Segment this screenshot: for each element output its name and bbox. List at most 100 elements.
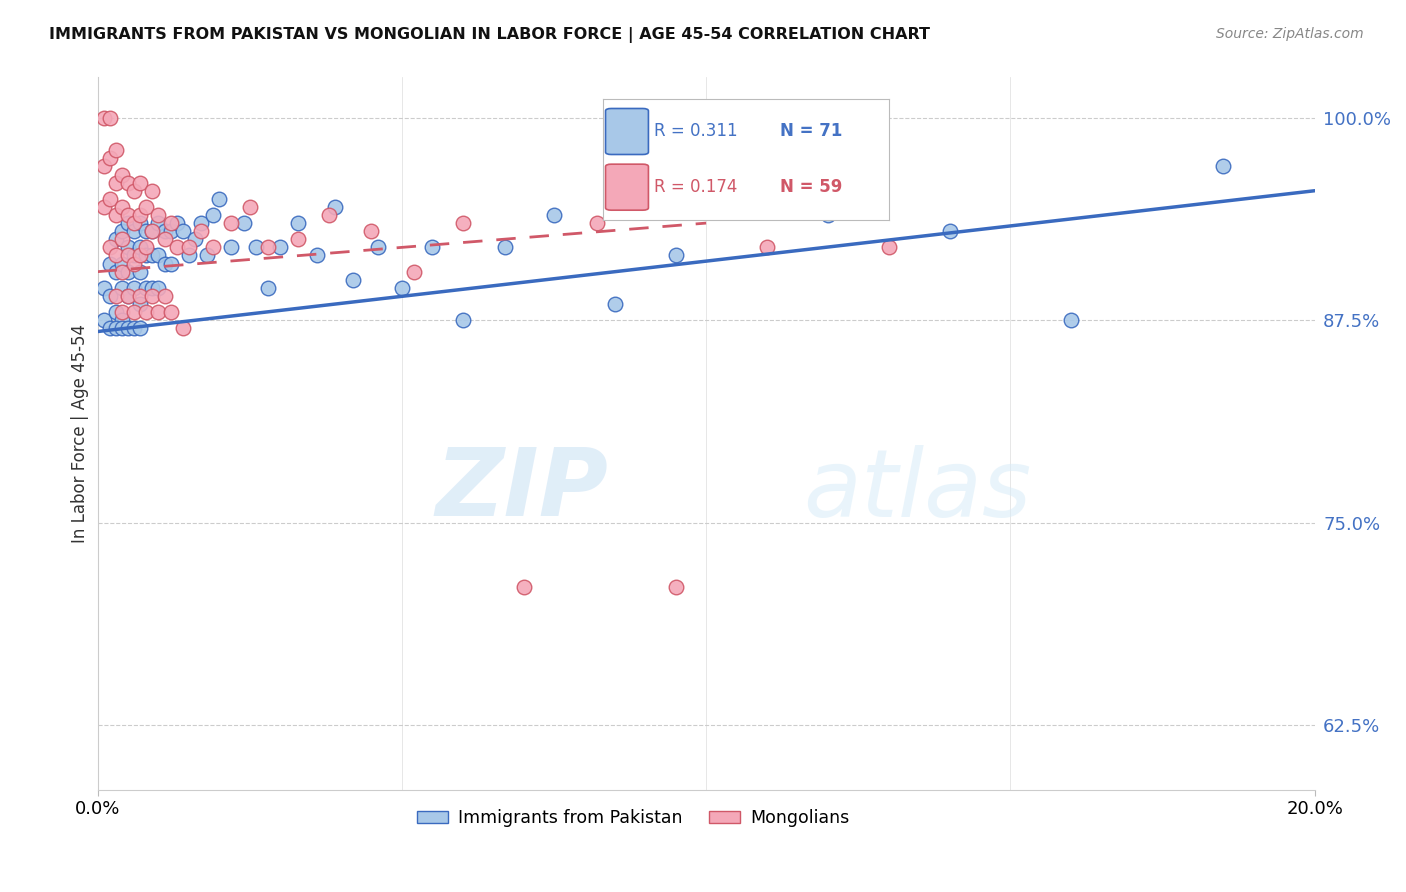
Point [153,289,176,303]
Point [195,248,218,262]
Point [141,224,163,238]
Point [129,265,152,279]
Point [98,152,121,166]
Text: IMMIGRANTS FROM PAKISTAN VS MONGOLIAN IN LABOR FORCE | AGE 45-54 CORRELATION CHA: IMMIGRANTS FROM PAKISTAN VS MONGOLIAN IN… [49,27,931,43]
Point [159,256,181,270]
Point [93,313,115,327]
Point [104,232,127,246]
Point [159,305,181,319]
Point [98,321,121,335]
Point [98,289,121,303]
Point [420,240,443,254]
Point [190,224,212,238]
Point [342,273,364,287]
Point [117,248,139,262]
Point [153,232,176,246]
Point [111,232,134,246]
Point [153,224,176,238]
Point [111,265,134,279]
Point [159,224,181,238]
Point [141,281,163,295]
Point [98,256,121,270]
Point [93,200,115,214]
Point [98,192,121,206]
Point [117,176,139,190]
Point [817,208,839,222]
Point [148,281,170,295]
Point [208,192,231,206]
Point [122,216,145,230]
Point [129,289,152,303]
Point [269,240,291,254]
Point [135,248,157,262]
Point [665,248,688,262]
Text: ZIP: ZIP [436,444,609,536]
Point [122,248,145,262]
Point [98,240,121,254]
Point [104,305,127,319]
Point [257,240,280,254]
Point [104,321,127,335]
Point [305,248,328,262]
Point [177,240,200,254]
Point [122,321,145,335]
Point [93,111,115,125]
Point [135,224,157,238]
Point [104,208,127,222]
Point [104,265,127,279]
Point [221,240,243,254]
Point [239,200,262,214]
Point [122,256,145,270]
Point [93,160,115,174]
Point [603,297,626,311]
Point [104,143,127,157]
Point [202,240,225,254]
Point [1060,313,1083,327]
Point [451,313,474,327]
Point [360,224,382,238]
Point [117,265,139,279]
Point [318,208,340,222]
Point [153,256,176,270]
Point [98,111,121,125]
Point [141,289,163,303]
Point [104,289,127,303]
Point [494,240,516,254]
Point [148,216,170,230]
Point [177,248,200,262]
Point [122,224,145,238]
Point [129,208,152,222]
Point [129,240,152,254]
Text: atlas: atlas [803,445,1032,536]
Point [111,313,134,327]
Point [117,289,139,303]
Point [166,216,188,230]
Point [111,168,134,182]
Point [111,321,134,335]
Point [725,176,748,190]
Point [323,200,346,214]
Point [451,216,474,230]
Point [141,224,163,238]
Point [221,216,243,230]
Point [122,184,145,198]
Point [117,208,139,222]
Point [135,240,157,254]
Point [148,248,170,262]
Point [402,265,425,279]
Point [129,176,152,190]
Point [391,281,413,295]
Point [366,240,388,254]
Point [184,232,207,246]
Point [141,248,163,262]
Point [245,240,267,254]
Point [117,289,139,303]
Point [111,200,134,214]
Point [257,281,280,295]
Point [148,208,170,222]
Point [135,281,157,295]
Point [232,216,254,230]
Point [104,176,127,190]
Point [877,240,900,254]
Point [938,224,960,238]
